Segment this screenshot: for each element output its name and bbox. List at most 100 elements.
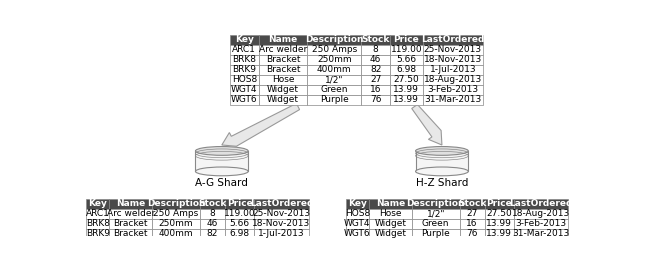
Bar <box>390 85 423 95</box>
Text: Hose: Hose <box>272 76 295 85</box>
Bar <box>225 229 254 239</box>
Bar <box>307 55 361 65</box>
Text: Price: Price <box>486 199 512 208</box>
Bar <box>514 229 568 239</box>
Text: ARC1: ARC1 <box>86 209 110 218</box>
Bar <box>484 209 514 219</box>
Bar <box>200 229 225 239</box>
Bar <box>200 219 225 229</box>
Text: 8: 8 <box>373 45 378 54</box>
Text: 250 Amps: 250 Amps <box>311 45 357 54</box>
Text: 250mm: 250mm <box>317 55 352 64</box>
Text: HOS8: HOS8 <box>345 209 370 218</box>
Text: 76: 76 <box>370 95 381 104</box>
Bar <box>152 229 200 239</box>
Bar <box>361 95 390 105</box>
Text: 1-Jul-2013: 1-Jul-2013 <box>429 65 476 74</box>
Bar <box>254 219 309 229</box>
Bar <box>152 209 200 219</box>
Text: Widget: Widget <box>374 229 407 239</box>
Bar <box>361 35 390 45</box>
Bar <box>86 199 109 209</box>
Text: Hose: Hose <box>379 209 402 218</box>
Text: Stock: Stock <box>458 199 486 208</box>
Text: 25-Nov-2013: 25-Nov-2013 <box>423 45 482 54</box>
Bar <box>200 209 225 219</box>
Bar <box>390 75 423 85</box>
Bar <box>460 209 484 219</box>
Text: Arc welder: Arc welder <box>259 45 307 54</box>
Bar <box>229 75 259 85</box>
Bar <box>390 55 423 65</box>
Text: ARC1: ARC1 <box>232 45 256 54</box>
Text: 16: 16 <box>370 85 381 94</box>
Text: 13.99: 13.99 <box>393 95 419 104</box>
Text: 27.50: 27.50 <box>393 76 419 85</box>
Text: BRK9: BRK9 <box>232 65 256 74</box>
Text: LastOrdered: LastOrdered <box>250 199 313 208</box>
Bar <box>460 199 484 209</box>
Text: 31-Mar-2013: 31-Mar-2013 <box>424 95 481 104</box>
Bar <box>259 55 307 65</box>
Bar <box>200 199 225 209</box>
Bar <box>390 35 423 45</box>
Bar <box>390 65 423 75</box>
Text: 119.00: 119.00 <box>224 209 256 218</box>
Bar <box>412 199 460 209</box>
Bar <box>307 65 361 75</box>
Bar <box>514 199 568 209</box>
Ellipse shape <box>415 167 468 176</box>
Bar <box>86 219 109 229</box>
Text: Purple: Purple <box>421 229 450 239</box>
Bar <box>361 85 390 95</box>
Text: Price: Price <box>393 36 419 44</box>
Bar <box>361 55 390 65</box>
Bar <box>225 209 254 219</box>
Text: Stock: Stock <box>199 199 227 208</box>
Text: 5.66: 5.66 <box>229 219 250 228</box>
Text: 16: 16 <box>466 219 478 228</box>
Bar <box>514 209 568 219</box>
Text: 1-Jul-2013: 1-Jul-2013 <box>258 229 305 239</box>
Text: WGT6: WGT6 <box>344 229 371 239</box>
Bar <box>259 45 307 55</box>
Polygon shape <box>222 103 299 146</box>
Text: 3-Feb-2013: 3-Feb-2013 <box>427 85 478 94</box>
Text: Key: Key <box>348 199 367 208</box>
Text: 46: 46 <box>370 55 381 64</box>
Bar <box>484 229 514 239</box>
Text: Bracket: Bracket <box>113 219 148 228</box>
Bar <box>361 45 390 55</box>
Bar <box>412 229 460 239</box>
Bar <box>152 219 200 229</box>
Bar <box>259 65 307 75</box>
Text: 25-Nov-2013: 25-Nov-2013 <box>252 209 311 218</box>
Text: 13.99: 13.99 <box>486 229 512 239</box>
Bar <box>307 45 361 55</box>
Bar <box>259 95 307 105</box>
Text: LastOrdered: LastOrdered <box>421 36 484 44</box>
Bar <box>307 85 361 95</box>
Bar <box>152 199 200 209</box>
Bar <box>229 55 259 65</box>
Text: Green: Green <box>321 85 348 94</box>
Text: BRK9: BRK9 <box>86 229 110 239</box>
Bar <box>460 229 484 239</box>
Text: Description: Description <box>147 199 205 208</box>
Bar <box>369 229 412 239</box>
Text: 400mm: 400mm <box>317 65 352 74</box>
Text: 250 Amps: 250 Amps <box>154 209 199 218</box>
Text: 400mm: 400mm <box>159 229 193 239</box>
Text: Name: Name <box>116 199 146 208</box>
Text: 1/2": 1/2" <box>325 76 344 85</box>
Text: 6.98: 6.98 <box>396 65 416 74</box>
Text: Bracket: Bracket <box>266 55 301 64</box>
Text: Key: Key <box>235 36 254 44</box>
Ellipse shape <box>195 167 248 176</box>
Text: 250mm: 250mm <box>159 219 193 228</box>
Bar <box>361 75 390 85</box>
Text: 8: 8 <box>209 209 215 218</box>
Bar <box>195 151 248 171</box>
Bar <box>415 151 468 171</box>
Text: 13.99: 13.99 <box>393 85 419 94</box>
